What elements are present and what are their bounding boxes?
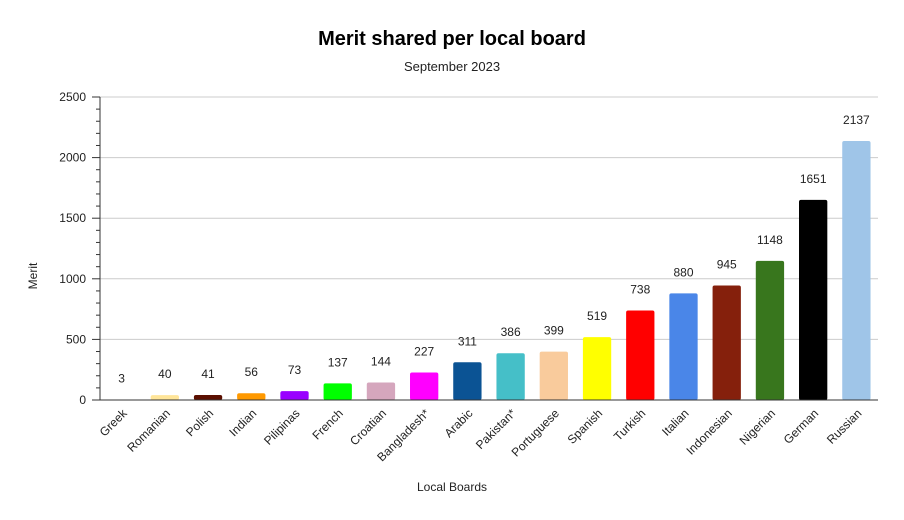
y-tick-label: 2500 [59, 90, 86, 104]
bar [323, 383, 352, 400]
y-tick-label: 1500 [59, 211, 86, 225]
bar [410, 372, 439, 400]
x-tick-label: Croatian [347, 406, 389, 448]
axes [92, 96, 878, 401]
data-label: 137 [328, 355, 348, 369]
data-label: 519 [587, 309, 607, 323]
bar [626, 310, 655, 400]
x-tick-label: Greek [97, 406, 131, 440]
x-axis-title: Local Boards [417, 480, 487, 494]
bar [193, 395, 223, 400]
x-tick-label: Spanish [565, 406, 606, 447]
x-tick-label: Portuguese [509, 406, 563, 460]
x-tick-label: Russian [824, 406, 865, 447]
chart-subtitle: September 2023 [404, 59, 500, 74]
bar [366, 382, 396, 400]
x-tick-label: Romanian [124, 406, 173, 455]
bar [755, 260, 785, 400]
bar [280, 391, 309, 400]
x-tick-label: Nigerian [737, 406, 779, 448]
y-axis-title: Merit [26, 262, 40, 289]
data-label: 945 [717, 257, 737, 271]
x-tick-label: German [781, 406, 822, 447]
bar [150, 395, 179, 400]
data-label: 144 [371, 355, 391, 369]
x-tick-label: Polish [183, 406, 216, 439]
y-tick-label: 0 [79, 393, 86, 407]
data-label: 40 [158, 367, 172, 381]
bars [107, 140, 871, 400]
bar [539, 351, 568, 400]
data-label: 1148 [757, 233, 783, 247]
data-label: 227 [414, 344, 434, 358]
bar [669, 293, 698, 400]
x-tick-label: French [310, 406, 346, 442]
x-tick-label: Italian [659, 406, 692, 439]
data-label: 56 [245, 365, 259, 379]
data-label: 41 [201, 367, 215, 381]
x-tick-label: Indian [226, 406, 259, 439]
data-label: 1651 [800, 172, 827, 186]
data-label: 3 [118, 372, 125, 386]
data-label: 2137 [843, 113, 870, 127]
y-tick-label: 2000 [59, 151, 86, 165]
bar [712, 285, 741, 400]
bar [237, 393, 266, 400]
bar [799, 199, 828, 400]
x-tick-label: Indonesian [683, 406, 734, 457]
bar [496, 353, 525, 400]
data-label: 738 [630, 283, 650, 297]
y-tick-label: 1000 [59, 272, 86, 286]
x-tick-label: Arabic [442, 406, 476, 440]
bar [842, 140, 871, 400]
bar [582, 337, 612, 400]
data-label: 73 [288, 363, 302, 377]
labels: 0 500 1000 1500 2000 2500 3 Greek 40 Romanian 41 Po… [59, 90, 870, 464]
data-label: 386 [501, 325, 521, 339]
data-label: 311 [458, 334, 477, 348]
x-tick-label: Pilipinas [261, 406, 303, 448]
gridlines [100, 96, 878, 340]
x-tick-label: Turkish [611, 406, 648, 443]
bar [453, 362, 482, 400]
data-label: 399 [544, 324, 564, 338]
chart-title: Merit shared per local board [318, 28, 586, 50]
y-tick-label: 500 [66, 332, 86, 346]
data-label: 880 [673, 265, 693, 279]
